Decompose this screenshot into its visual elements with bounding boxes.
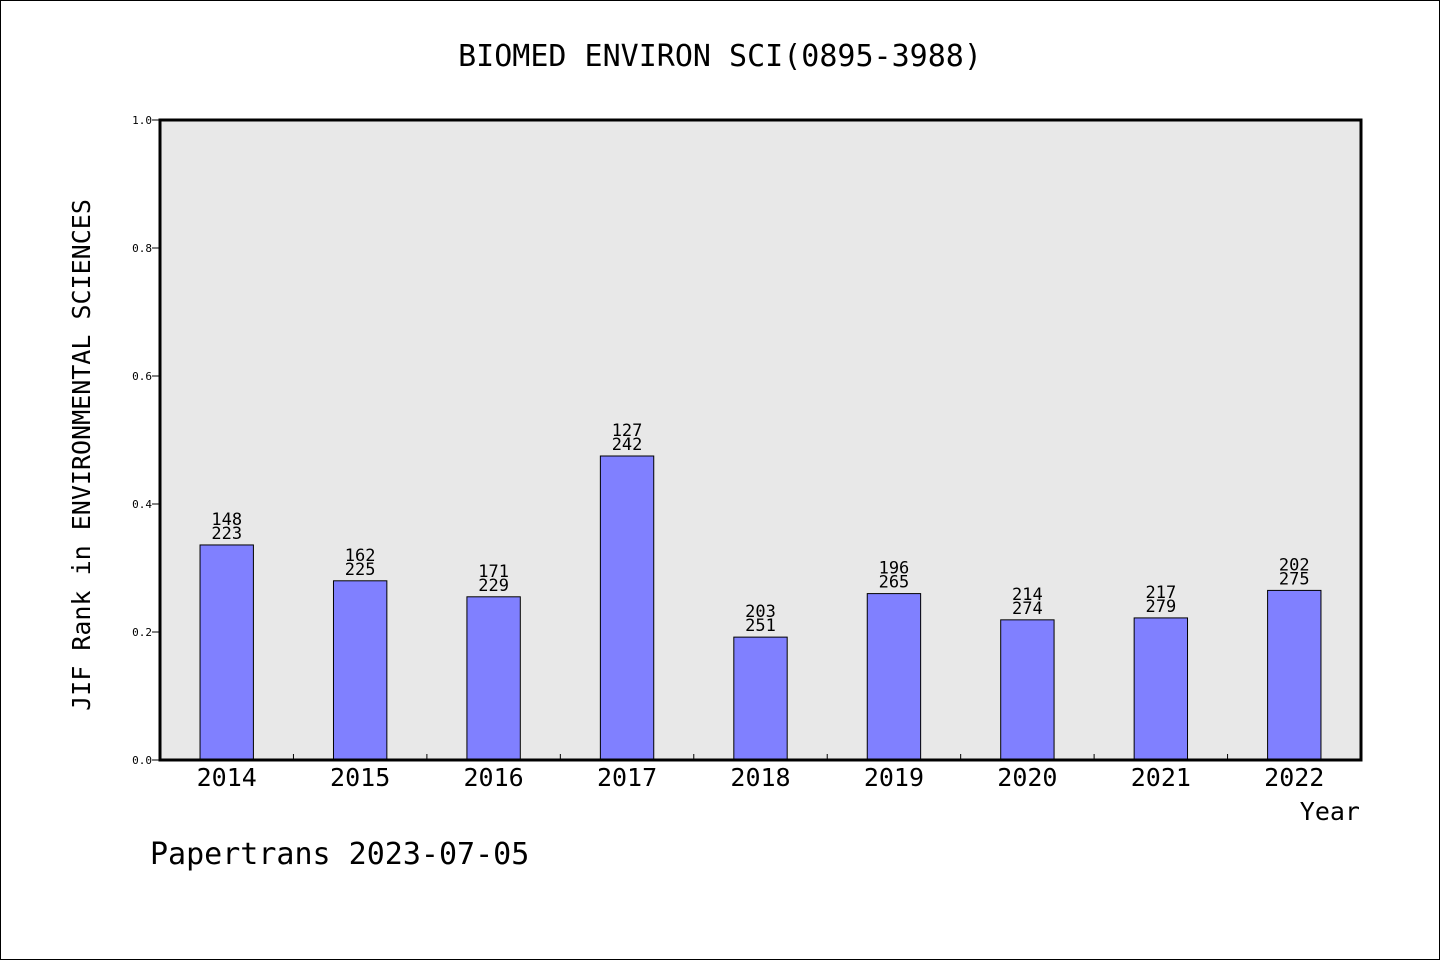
y-tick-label: 0.6 <box>132 370 152 383</box>
bar-rank-label: 202 <box>1279 555 1310 575</box>
x-tick-label: 2018 <box>730 763 790 792</box>
x-tick-label: 2017 <box>597 763 657 792</box>
bar-2017 <box>599 455 655 761</box>
x-tick-label: 2020 <box>997 763 1057 792</box>
bar-rank-label: 217 <box>1145 583 1176 603</box>
y-axis-label: JIF Rank in ENVIRONMENTAL SCIENCES <box>67 199 96 711</box>
bar-rank-label: 171 <box>478 562 509 582</box>
bar-2015 <box>332 580 388 761</box>
plot-border <box>158 118 1363 762</box>
y-tick-label: 1.0 <box>132 114 152 127</box>
x-axis: 2014 2015 2016 2017 2018 2019 2020 2021 2022 <box>197 754 1324 792</box>
bar-rank-label: 214 <box>1012 585 1043 605</box>
footer-text: Papertrans 2023-07-05 <box>150 837 529 872</box>
bar-total-label: 242 <box>612 435 643 455</box>
y-tick-label: 0.0 <box>132 754 152 767</box>
y-axis: 0.0 0.2 0.4 0.6 0.8 1.0 <box>132 114 160 767</box>
bar-total-label: 279 <box>1145 597 1176 617</box>
bar-total-label: 275 <box>1279 569 1310 589</box>
y-tick-label: 0.8 <box>132 242 152 255</box>
bar-rank-label: 127 <box>612 421 643 441</box>
x-tick-label: 2016 <box>464 763 524 792</box>
bar-total-label: 265 <box>879 573 910 593</box>
x-axis-label: Year <box>1300 797 1360 826</box>
bar-total-label: 223 <box>211 524 242 544</box>
chart-title: BIOMED ENVIRON SCI(0895-3988) <box>458 39 982 74</box>
x-tick-label: 2019 <box>864 763 924 792</box>
bar-2018 <box>733 636 788 761</box>
bar-total-label: 225 <box>345 560 376 580</box>
x-tick-label: 2021 <box>1131 763 1191 792</box>
x-tick-label: 2014 <box>197 763 257 792</box>
bar-total-label: 274 <box>1012 599 1043 619</box>
bar-2022 <box>1267 589 1322 761</box>
y-tick-label: 0.4 <box>132 498 152 511</box>
bars <box>199 455 1322 761</box>
x-tick-label: 2015 <box>330 763 390 792</box>
x-tick-label: 2022 <box>1264 763 1324 792</box>
bar-2016 <box>466 596 521 761</box>
bar-total-label: 251 <box>745 616 776 636</box>
bar-rank-label: 203 <box>745 602 776 622</box>
bar-total-label: 229 <box>478 576 509 596</box>
bar-rank-label: 196 <box>879 559 910 579</box>
y-tick-label: 0.2 <box>132 626 152 639</box>
bar-2021 <box>1133 617 1189 761</box>
bar-2014 <box>199 544 254 761</box>
bar-rank-label: 162 <box>345 546 376 566</box>
bar-rank-label: 148 <box>211 510 242 530</box>
bar-2020 <box>1000 619 1055 761</box>
bar-2019 <box>866 593 922 761</box>
